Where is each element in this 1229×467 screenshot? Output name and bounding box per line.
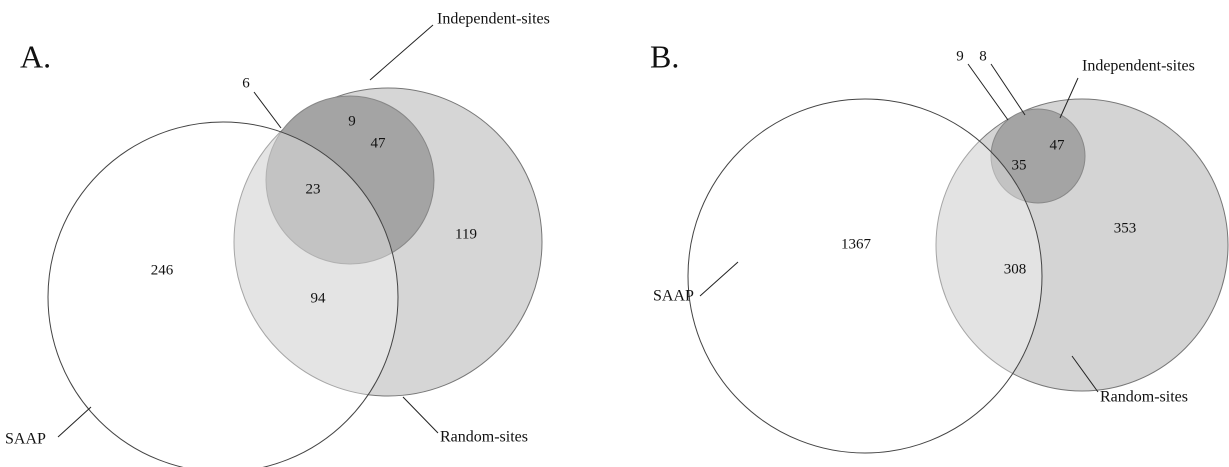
region-count: 8 [979, 48, 987, 64]
region-count: 23 [306, 181, 321, 197]
region-count: 35 [1012, 157, 1027, 173]
region-count: 308 [1004, 261, 1027, 277]
leader [1059, 77, 1079, 119]
leader [57, 406, 92, 438]
leader [990, 63, 1026, 116]
leader [369, 24, 434, 81]
region-count: 246 [151, 262, 174, 278]
panel-a: A. Independent-sites SAAP Random-sites 9… [5, 11, 550, 467]
set-label: Independent-sites [1082, 58, 1195, 75]
region-count: 9 [956, 48, 964, 64]
panel-label: A. [20, 38, 51, 74]
saap-circle [47, 121, 399, 467]
set-label: Independent-sites [437, 11, 550, 28]
leader [253, 91, 282, 129]
independent-circle [265, 95, 435, 265]
leader [699, 261, 739, 297]
leader [967, 63, 1009, 121]
set-label: Random-sites [440, 429, 528, 446]
region-count: 9 [348, 113, 356, 129]
panel-label: B. [650, 38, 679, 74]
saap-circle [687, 98, 1043, 454]
set-label: SAAP [653, 288, 694, 305]
region-count: 6 [242, 75, 250, 91]
region-count: 353 [1114, 220, 1137, 236]
region-count: 47 [371, 135, 387, 151]
region-count: 119 [455, 226, 477, 242]
panel-b: B. Independent-sites SAAP Random-sites 9… [650, 38, 1229, 454]
set-label: Random-sites [1100, 389, 1188, 406]
region-count: 1367 [841, 236, 872, 252]
region-count: 94 [311, 290, 327, 306]
set-label: SAAP [5, 431, 46, 448]
independent-circle [990, 108, 1086, 204]
leader [402, 396, 439, 434]
leader [1071, 355, 1099, 393]
region-count: 47 [1050, 137, 1066, 153]
